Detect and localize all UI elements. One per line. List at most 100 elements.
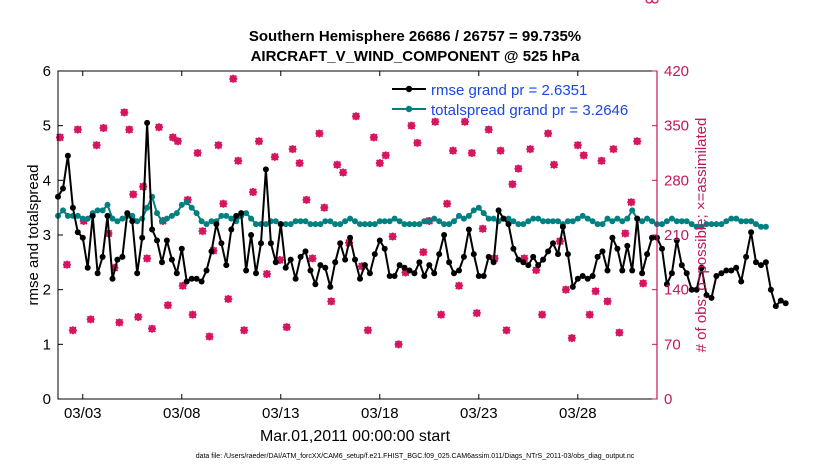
rmse-point-54 bbox=[322, 264, 329, 271]
obs-point-88 bbox=[567, 334, 576, 343]
obs-assimilated-marker bbox=[173, 137, 182, 146]
obs-assimilated-marker bbox=[401, 268, 410, 277]
obs-assimilated-marker bbox=[514, 164, 523, 173]
obs-point-2 bbox=[68, 326, 77, 335]
rmse-point-39 bbox=[248, 232, 255, 238]
rmse-point-83 bbox=[465, 226, 472, 233]
rmse-point-5 bbox=[79, 234, 86, 241]
obs-assimilated-marker bbox=[615, 328, 624, 337]
spread-point-63 bbox=[366, 221, 373, 228]
spread-point-135 bbox=[723, 218, 730, 225]
rmse-line bbox=[57, 121, 787, 308]
rmse-point-18 bbox=[144, 119, 151, 126]
rmse-point-20 bbox=[154, 237, 160, 244]
obs-point-32 bbox=[224, 295, 233, 304]
rmse-point-134 bbox=[718, 270, 725, 277]
obs-point-94 bbox=[603, 297, 612, 306]
rmse-point-96 bbox=[530, 253, 537, 260]
rmse-point-47 bbox=[287, 256, 294, 263]
obs-assimilated-marker bbox=[99, 124, 108, 133]
spread-point-108 bbox=[589, 218, 596, 225]
obs-point-69 bbox=[454, 281, 463, 290]
spread-point-42 bbox=[262, 221, 269, 228]
obs-assimilated-marker bbox=[597, 156, 606, 165]
obs-assimilated-marker bbox=[532, 266, 541, 275]
spread-point-113 bbox=[614, 215, 621, 222]
obs-point-30 bbox=[214, 141, 223, 150]
spread-point-91 bbox=[505, 215, 512, 222]
spread-point-79 bbox=[446, 221, 453, 228]
obs-assimilated-marker bbox=[375, 159, 384, 168]
spread-point-95 bbox=[525, 218, 532, 225]
obs-assimilated-marker bbox=[639, 279, 648, 288]
obs-assimilated-marker bbox=[496, 146, 505, 155]
obs-assimilated-marker bbox=[315, 129, 324, 138]
spread-point-81 bbox=[456, 212, 462, 219]
legend-rmse-swatch-marker bbox=[405, 85, 413, 93]
obs-assimilated-marker bbox=[579, 151, 588, 160]
obs-point-58 bbox=[388, 232, 397, 241]
spread-point-55 bbox=[327, 218, 334, 225]
rmse-point-93 bbox=[515, 256, 522, 263]
obs-assimilated-marker bbox=[478, 224, 487, 233]
obs-point-97 bbox=[621, 229, 630, 238]
rmse-point-22 bbox=[163, 237, 170, 244]
spread-point-131 bbox=[703, 221, 710, 228]
obs-point-39 bbox=[270, 152, 279, 161]
rmse-point-74 bbox=[421, 273, 428, 279]
obs-point-98 bbox=[627, 198, 636, 207]
spread-point-29 bbox=[198, 218, 205, 225]
obs-point-71 bbox=[467, 149, 476, 157]
obs-assimilated-marker bbox=[388, 232, 397, 241]
rmse-point-138 bbox=[738, 278, 745, 285]
obs-assimilated-marker bbox=[92, 141, 101, 150]
rmse-point-98 bbox=[540, 256, 547, 263]
obs-point-14 bbox=[134, 313, 143, 321]
rmse-point-105 bbox=[574, 275, 581, 282]
obs-assimilated-marker bbox=[357, 262, 366, 271]
spread-point-78 bbox=[441, 221, 448, 228]
obs-point-84 bbox=[544, 129, 553, 138]
obs-assimilated-marker bbox=[219, 199, 228, 208]
chart-title-line2: AIRCRAFT_V_WIND_COMPONENT @ 525 hPa bbox=[251, 48, 581, 65]
obs-assimilated-marker bbox=[198, 227, 207, 236]
obs-point-54 bbox=[363, 326, 372, 335]
spread-point-82 bbox=[460, 215, 467, 222]
spread-point-125 bbox=[673, 218, 680, 225]
spread-point-139 bbox=[743, 218, 750, 225]
y-left-tick-label-5: 5 bbox=[43, 118, 51, 135]
spread-point-18 bbox=[144, 204, 151, 211]
rmse-point-32 bbox=[213, 221, 220, 228]
obs-assimilated-marker bbox=[508, 180, 517, 189]
legend-spread-swatch-marker bbox=[405, 105, 413, 113]
spread-point-61 bbox=[357, 221, 363, 228]
rmse-point-127 bbox=[683, 270, 690, 277]
y-axis-right-label: # of obs: o=possible; ×=assimilated bbox=[693, 118, 710, 353]
spread-point-68 bbox=[391, 215, 398, 222]
obs-assimilated-marker bbox=[413, 138, 422, 147]
rmse-point-48 bbox=[292, 275, 299, 282]
rmse-point-97 bbox=[535, 262, 542, 269]
obs-assimilated-marker bbox=[573, 141, 582, 150]
obs-assimilated-marker bbox=[327, 297, 336, 306]
rmse-point-59 bbox=[347, 234, 354, 241]
spread-point-59 bbox=[347, 215, 354, 222]
obs-point-65 bbox=[431, 117, 440, 126]
rmse-point-40 bbox=[253, 270, 259, 277]
spread-point-126 bbox=[678, 218, 685, 225]
spread-point-118 bbox=[639, 218, 646, 225]
spread-point-1 bbox=[60, 207, 66, 214]
spread-point-24 bbox=[173, 210, 180, 217]
spread-point-44 bbox=[272, 218, 279, 225]
y-left-tick-label-0: 0 bbox=[43, 391, 51, 408]
rmse-point-10 bbox=[104, 212, 111, 219]
rmse-point-67 bbox=[386, 273, 393, 279]
y-right-tick-label-3: 210 bbox=[664, 227, 689, 244]
obs-point-61 bbox=[407, 121, 416, 130]
rmse-point-88 bbox=[490, 259, 497, 266]
obs-assimilated-marker bbox=[214, 141, 223, 150]
spread-point-86 bbox=[480, 210, 487, 217]
spread-point-132 bbox=[708, 221, 715, 228]
rmse-point-131 bbox=[703, 292, 710, 299]
